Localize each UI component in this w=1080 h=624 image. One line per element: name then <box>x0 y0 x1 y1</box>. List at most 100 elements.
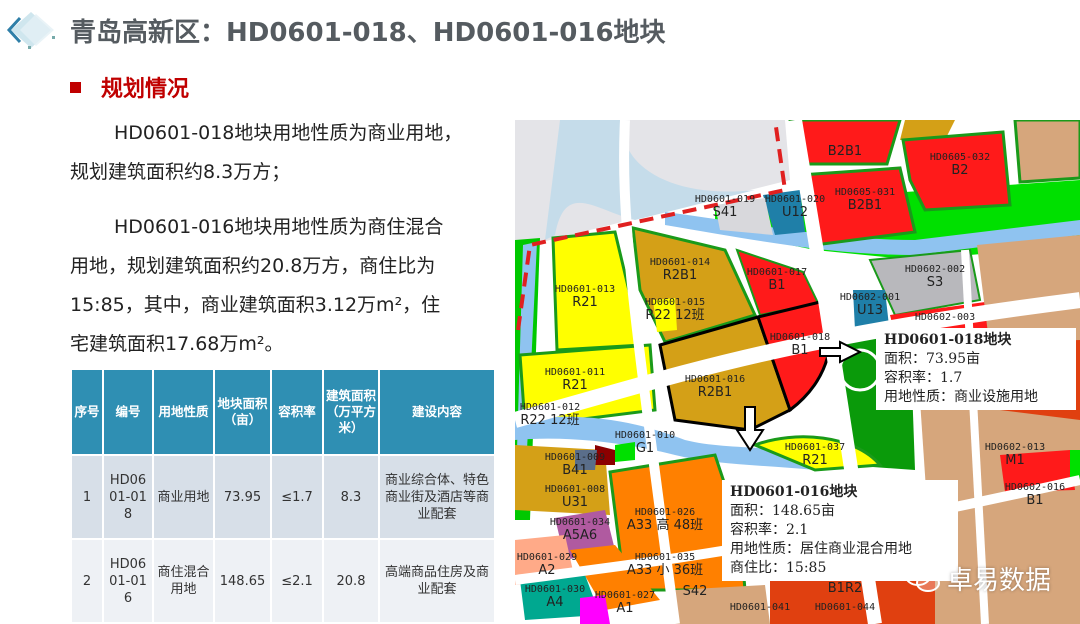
boundary-line <box>516 120 788 331</box>
callout-use: 用地性质：商业设施用地 <box>884 389 1038 405</box>
col-header: 地块面积（亩） <box>215 370 270 454</box>
parcel-code-label: A2 <box>538 563 555 578</box>
paragraph-016: HD0601-016地块用地性质为商住混合 用地，规划建筑面积约20.8万方，商… <box>70 208 443 364</box>
callout-far: 容积率：1.7 <box>884 370 963 386</box>
cell: 20.8 <box>324 540 378 622</box>
parcel-id-label: HD0601-018 <box>770 332 830 343</box>
col-header: 序号 <box>72 370 102 454</box>
parcel-id-label: HD0605-031 <box>835 187 895 198</box>
parcel-code-label: A33 高 48班 <box>627 517 703 533</box>
parcel-code-label: R2B1 <box>663 268 698 283</box>
parcel-code-label: S42 <box>683 584 708 599</box>
canal <box>665 212 1080 255</box>
callout-far: 容积率：2.1 <box>730 522 809 538</box>
parcel-table: 序号 编号 用地性质 地块面积（亩） 容积率 建筑面积（万平方米） 建设内容 1… <box>70 368 496 624</box>
parcel-id-label: HD0601-009 <box>545 452 605 463</box>
cell: ≤2.1 <box>272 540 322 622</box>
parcel-016-outline <box>658 315 792 432</box>
bullet-square-icon <box>70 81 81 93</box>
parcel-code-label: U13 <box>857 303 883 318</box>
parcel-code-label: B1 <box>791 343 808 358</box>
parcel-code-label: R2B1 <box>698 385 733 400</box>
cell: HD0601-018 <box>104 456 152 538</box>
paragraph-line: HD0601-018地块用地性质为商业用地， <box>114 122 463 144</box>
diamond-logo-icon <box>6 12 55 49</box>
parcel-code-label: B2B1 <box>828 144 862 159</box>
parcel-code-label: B2 <box>951 163 968 178</box>
parcel-id-label: HD0601-011 <box>545 367 605 378</box>
parcel-id-label: HD0601-010 <box>615 430 675 441</box>
parcel-id-label: HD0601-012 <box>520 402 580 413</box>
col-header: 建筑面积（万平方米） <box>324 370 378 454</box>
parcel-id-label: HD0601-015 <box>645 297 705 308</box>
parcel-code-label: A1 <box>616 601 633 616</box>
col-header: 建设内容 <box>380 370 494 454</box>
parcel-code-label: B1 <box>768 278 785 293</box>
page-title: 青岛高新区：HD0601-018、HD0601-016地块 <box>70 18 666 48</box>
parcel-code-label: S3 <box>927 275 944 290</box>
parcel-code-label: R22 12班 <box>645 308 704 323</box>
cell: HD0601-016 <box>104 540 152 622</box>
parcel-code-label: B1R2 <box>828 581 863 596</box>
parcel-id-label: HD0602-016 <box>1005 482 1065 493</box>
parcel-code-label: R21 <box>572 295 598 310</box>
parcel-code-label: G1 <box>636 441 654 456</box>
cell: 73.95 <box>215 456 270 538</box>
parcel-id-label: HD0601-044 <box>815 602 875 613</box>
parcel-id-label: HD0601-016 <box>685 374 745 385</box>
paragraph-018: HD0601-018地块用地性质为商业用地， 规划建筑面积约8.3万方； <box>70 114 462 192</box>
parcel-code-label: A4 <box>546 595 563 610</box>
parcel-code-label: U12 <box>782 205 808 220</box>
parcel-code-label: R22 12班 <box>520 413 579 428</box>
callout-area: 面积：73.95亩 <box>884 351 981 367</box>
paragraph-line: 15:85，其中，商业建筑面积3.12万m²，住 <box>70 294 441 316</box>
cell: 商住混合用地 <box>154 540 213 622</box>
parcel-id-label: HD0601-020 <box>765 194 825 205</box>
callout-ratio: 商住比：15:85 <box>730 560 827 576</box>
parcel-id-label: HD0601-014 <box>650 257 710 268</box>
col-header: 容积率 <box>272 370 322 454</box>
table-row: 1 HD0601-018 商业用地 73.95 ≤1.7 8.3 商业综合体、特… <box>72 456 494 538</box>
callout-title: HD0601-018地块 <box>884 332 1012 348</box>
parcel-id-label: HD0601-035 <box>635 552 695 563</box>
callout-use: 用地性质：居住商业混合用地 <box>730 541 912 557</box>
table-row: 2 HD0601-016 商住混合用地 148.65 ≤2.1 20.8 高端商… <box>72 540 494 622</box>
parcel-id-label: HD0605-032 <box>930 152 990 163</box>
section-heading: 规划情况 <box>70 72 189 102</box>
parcel-code-label: S41 <box>713 205 738 220</box>
cell: 1 <box>72 456 102 538</box>
paragraph-line: 宅建筑面积17.68万m²。 <box>70 333 284 355</box>
cell: 148.65 <box>215 540 270 622</box>
cell: 商业用地 <box>154 456 213 538</box>
parcel-labels: HD0601-013R21HD0601-014R2B1HD0601-015R22… <box>517 144 1065 616</box>
arrow-down-icon <box>735 406 765 452</box>
callout-area: 面积：148.65亩 <box>730 503 835 519</box>
parcel-code-label: U31 <box>562 495 588 510</box>
parcel-code-label: A33 小 36班 <box>627 563 703 578</box>
parcel-id-label: HD0601-026 <box>635 507 695 518</box>
parcel-id-label: HD0602-003 <box>915 312 975 323</box>
parcel-id-label: HD0601-030 <box>525 584 585 595</box>
arrow-right-icon <box>819 340 863 364</box>
parcel-id-label: HD0601-029 <box>517 552 577 563</box>
parcel-code-label: M1 <box>1005 453 1025 468</box>
wechat-icon <box>905 565 940 592</box>
parcel-id-label: HD0601-027 <box>595 590 655 601</box>
cell: ≤1.7 <box>272 456 322 538</box>
callout-title: HD0601-016地块 <box>730 484 858 500</box>
cell: 商业综合体、特色商业街及酒店等商业配套 <box>380 456 494 538</box>
callout-018: HD0601-018地块 面积：73.95亩 容积率：1.7 用地性质：商业设施… <box>876 328 1076 410</box>
cell: 2 <box>72 540 102 622</box>
parcel-id-label: HD0601-019 <box>695 194 755 205</box>
watermark: 卓易数据 <box>905 560 1051 597</box>
parcel-id-label: HD0602-001 <box>840 292 900 303</box>
parcel-code-label: B1 <box>1026 493 1043 508</box>
parcel-code-label: A5A6 <box>563 528 597 543</box>
paragraph-line: 规划建筑面积约8.3万方； <box>70 161 291 183</box>
parcel-id-label: HD0601-041 <box>730 602 790 613</box>
paragraph-line: 用地，规划建筑面积约20.8万方，商住比为 <box>70 255 436 277</box>
paragraph-line: HD0601-016地块用地性质为商住混合 <box>114 216 444 238</box>
callout-016: HD0601-016地块 面积：148.65亩 容积率：2.1 用地性质：居住商… <box>722 480 958 581</box>
parcel-code-label: B41 <box>562 463 587 478</box>
parcel-id-label: HD0601-037 <box>785 442 845 453</box>
